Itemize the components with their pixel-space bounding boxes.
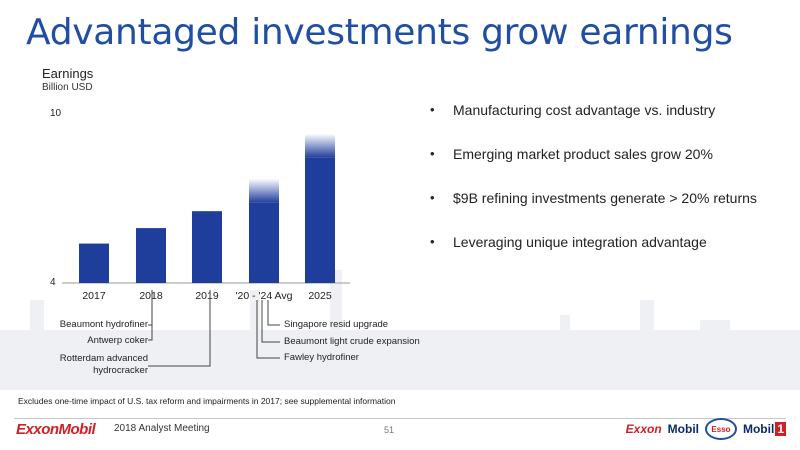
annotation-beaumont-light-crude: Beaumont light crude expansion xyxy=(284,336,420,347)
bullet-item: • Emerging market product sales grow 20% xyxy=(428,144,788,188)
x-tick-label: '20 - '24 Avg xyxy=(236,290,293,302)
bullet-text: $9B refining investments generate > 20% … xyxy=(453,190,757,206)
annotation-antwerp-coker: Antwerp coker xyxy=(87,335,148,346)
bar-4 xyxy=(305,157,335,283)
bullet-item: • Leveraging unique integration advantage xyxy=(428,232,788,276)
esso-logo-text: Esso xyxy=(711,424,731,434)
bullet-marker: • xyxy=(430,234,435,249)
bullet-item: • $9B refining investments generate > 20%… xyxy=(428,188,788,232)
annotation-rotterdam-line1: Rotterdam advanced xyxy=(59,353,148,364)
esso-logo: Esso xyxy=(704,418,737,440)
annotation-connectors xyxy=(148,290,280,367)
annotation-fawley-hydrofiner: Fawley hydrofiner xyxy=(284,352,359,363)
bullet-marker: • xyxy=(430,146,435,161)
y-axis-title: Earnings xyxy=(42,66,94,81)
page-number: 51 xyxy=(384,425,395,435)
annotation-singapore: Singapore resid upgrade xyxy=(284,319,389,330)
bullet-text: Manufacturing cost advantage vs. industr… xyxy=(453,102,716,118)
bullet-marker: • xyxy=(430,190,435,205)
background-refinery-silhouette xyxy=(0,270,800,390)
y-tick-min: 4 xyxy=(50,277,56,288)
y-axis-unit: Billion USD xyxy=(42,82,93,93)
x-tick-label: 2017 xyxy=(82,290,106,302)
bullet-text: Leveraging unique integration advantage xyxy=(453,234,707,250)
annotation-beaumont-hydrofiner: Beaumont hydrofiner xyxy=(59,319,148,330)
x-tick-label: 2018 xyxy=(139,290,163,302)
bar-1 xyxy=(136,228,166,283)
bullet-marker: • xyxy=(430,102,435,117)
bar-2 xyxy=(192,211,222,283)
bar-3 xyxy=(249,202,279,283)
mobil1-logo-text: Mobil xyxy=(742,422,775,436)
footer-divider xyxy=(14,418,786,419)
annotation-rotterdam-line2: hydrocracker xyxy=(93,365,148,376)
mobil1-logo: Mobil 1 xyxy=(743,422,786,436)
x-tick-label: 2019 xyxy=(195,290,219,302)
bar-4-fade-top xyxy=(305,133,335,158)
bar-3-fade-top xyxy=(249,178,279,203)
mobil1-logo-number: 1 xyxy=(775,422,786,436)
bullet-item: • Manufacturing cost advantage vs. indust… xyxy=(428,100,788,144)
bullet-list: • Manufacturing cost advantage vs. indust… xyxy=(428,100,788,276)
y-tick-max: 10 xyxy=(50,108,62,119)
mobil-logo: Mobil xyxy=(667,422,699,436)
bullet-text: Emerging market product sales grow 20% xyxy=(453,146,713,162)
x-tick-label: 2025 xyxy=(308,290,332,302)
footnote: Excludes one-time impact of U.S. tax ref… xyxy=(18,396,396,406)
slide-title: Advantaged investments grow earnings xyxy=(26,12,733,53)
bar-0 xyxy=(79,243,109,283)
exxonmobil-logo: ExxonMobil xyxy=(16,421,96,438)
meeting-name: 2018 Analyst Meeting xyxy=(114,423,210,434)
brand-logos: Exxon Mobil Esso Mobil 1 xyxy=(626,418,786,440)
exxon-logo: Exxon xyxy=(625,422,662,436)
